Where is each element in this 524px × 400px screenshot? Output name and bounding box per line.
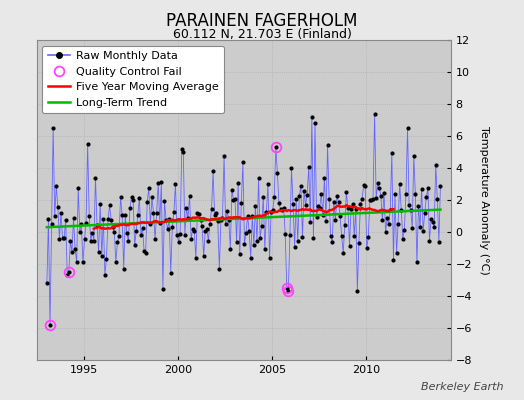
Text: PARAINEN FAGERHOLM: PARAINEN FAGERHOLM xyxy=(166,12,358,30)
Text: 60.112 N, 21.703 E (Finland): 60.112 N, 21.703 E (Finland) xyxy=(172,28,352,41)
Legend: Raw Monthly Data, Quality Control Fail, Five Year Moving Average, Long-Term Tren: Raw Monthly Data, Quality Control Fail, … xyxy=(42,46,224,113)
Y-axis label: Temperature Anomaly (°C): Temperature Anomaly (°C) xyxy=(478,126,489,274)
Text: Berkeley Earth: Berkeley Earth xyxy=(421,382,503,392)
